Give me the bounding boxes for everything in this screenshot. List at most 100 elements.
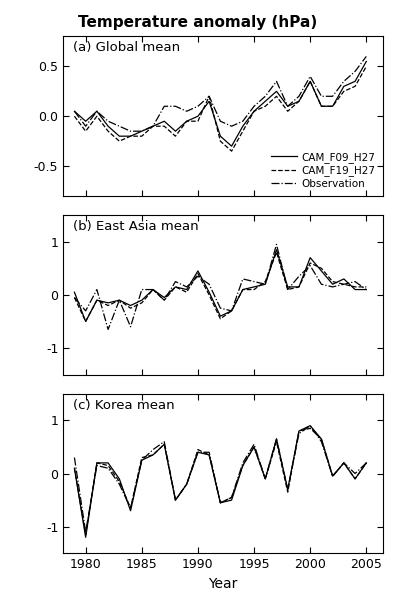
CAM_F09_H27 bbox=[364, 58, 369, 65]
CAM_F09_H27 bbox=[252, 108, 256, 115]
CAM_F09_H27 bbox=[117, 475, 122, 483]
Observation bbox=[263, 281, 268, 288]
Observation bbox=[184, 480, 189, 488]
CAM_F09_H27 bbox=[274, 246, 279, 254]
CAM_F19_H27 bbox=[252, 108, 256, 115]
Observation bbox=[173, 103, 178, 110]
CAM_F09_H27 bbox=[173, 283, 178, 291]
Observation bbox=[330, 92, 335, 100]
CAM_F09_H27 bbox=[353, 78, 357, 85]
CAM_F09_H27 bbox=[106, 299, 111, 306]
CAM_F19_H27 bbox=[128, 505, 133, 512]
Observation bbox=[252, 278, 256, 285]
Observation bbox=[150, 446, 155, 453]
CAM_F19_H27 bbox=[94, 459, 99, 466]
CAM_F09_H27 bbox=[173, 497, 178, 504]
Observation bbox=[83, 307, 88, 314]
CAM_F19_H27 bbox=[162, 123, 167, 130]
Observation bbox=[263, 475, 268, 483]
Observation bbox=[342, 78, 346, 85]
CAM_F19_H27 bbox=[229, 494, 234, 501]
CAM_F09_H27 bbox=[297, 283, 301, 291]
Observation bbox=[196, 103, 200, 110]
CAM_F19_H27 bbox=[207, 451, 211, 458]
CAM_F09_H27 bbox=[83, 318, 88, 325]
Observation bbox=[297, 430, 301, 437]
CAM_F19_H27 bbox=[139, 454, 144, 461]
CAM_F09_H27 bbox=[229, 497, 234, 504]
Observation bbox=[83, 528, 88, 536]
CAM_F09_H27 bbox=[274, 435, 279, 443]
CAM_F19_H27 bbox=[83, 318, 88, 325]
Observation bbox=[353, 67, 357, 75]
CAM_F09_H27 bbox=[353, 475, 357, 483]
CAM_F19_H27 bbox=[150, 451, 155, 458]
CAM_F19_H27 bbox=[342, 281, 346, 288]
Observation bbox=[184, 108, 189, 115]
CAM_F19_H27 bbox=[117, 137, 122, 145]
CAM_F09_H27 bbox=[319, 435, 324, 443]
CAM_F09_H27 bbox=[162, 441, 167, 448]
CAM_F19_H27 bbox=[285, 108, 290, 115]
CAM_F19_H27 bbox=[229, 307, 234, 314]
Observation bbox=[128, 128, 133, 135]
CAM_F19_H27 bbox=[106, 302, 111, 309]
Observation bbox=[72, 294, 77, 301]
CAM_F09_H27 bbox=[218, 313, 223, 320]
CAM_F19_H27 bbox=[173, 497, 178, 504]
Observation bbox=[173, 278, 178, 285]
Observation bbox=[139, 457, 144, 464]
Observation bbox=[207, 449, 211, 456]
Observation bbox=[229, 307, 234, 314]
CAM_F19_H27 bbox=[241, 286, 245, 293]
Observation bbox=[364, 53, 369, 60]
CAM_F09_H27 bbox=[241, 286, 245, 293]
CAM_F19_H27 bbox=[353, 283, 357, 291]
Observation bbox=[319, 438, 324, 445]
Observation bbox=[72, 454, 77, 461]
CAM_F19_H27 bbox=[128, 305, 133, 312]
CAM_F09_H27 bbox=[218, 499, 223, 506]
Observation bbox=[342, 459, 346, 466]
Observation bbox=[94, 462, 99, 469]
CAM_F09_H27 bbox=[162, 117, 167, 125]
Observation bbox=[252, 103, 256, 110]
CAM_F09_H27 bbox=[184, 117, 189, 125]
CAM_F19_H27 bbox=[196, 446, 200, 453]
CAM_F09_H27 bbox=[297, 98, 301, 105]
CAM_F19_H27 bbox=[297, 98, 301, 105]
CAM_F19_H27 bbox=[83, 128, 88, 135]
CAM_F09_H27 bbox=[308, 422, 312, 429]
CAM_F09_H27 bbox=[330, 281, 335, 288]
CAM_F09_H27 bbox=[319, 268, 324, 275]
CAM_F09_H27 bbox=[297, 427, 301, 435]
Observation bbox=[229, 123, 234, 130]
CAM_F09_H27 bbox=[285, 103, 290, 110]
CAM_F19_H27 bbox=[229, 148, 234, 155]
Line: CAM_F19_H27: CAM_F19_H27 bbox=[74, 428, 366, 534]
CAM_F09_H27 bbox=[94, 459, 99, 466]
CAM_F19_H27 bbox=[353, 83, 357, 90]
CAM_F09_H27 bbox=[94, 297, 99, 304]
CAM_F19_H27 bbox=[218, 137, 223, 145]
Observation bbox=[285, 286, 290, 293]
Observation bbox=[297, 92, 301, 100]
CAM_F09_H27 bbox=[342, 83, 346, 90]
CAM_F19_H27 bbox=[94, 297, 99, 304]
CAM_F09_H27 bbox=[308, 78, 312, 85]
Observation bbox=[263, 92, 268, 100]
CAM_F09_H27 bbox=[173, 128, 178, 135]
CAM_F19_H27 bbox=[139, 133, 144, 140]
Observation bbox=[184, 283, 189, 291]
Observation bbox=[162, 297, 167, 304]
CAM_F09_H27 bbox=[285, 486, 290, 493]
CAM_F19_H27 bbox=[342, 459, 346, 466]
CAM_F09_H27 bbox=[207, 98, 211, 105]
CAM_F09_H27 bbox=[342, 459, 346, 466]
CAM_F19_H27 bbox=[162, 297, 167, 304]
CAM_F19_H27 bbox=[319, 103, 324, 110]
CAM_F19_H27 bbox=[196, 117, 200, 125]
Legend: CAM_F09_H27, CAM_F19_H27, Observation: CAM_F09_H27, CAM_F19_H27, Observation bbox=[269, 150, 378, 191]
CAM_F09_H27 bbox=[162, 294, 167, 301]
Line: CAM_F09_H27: CAM_F09_H27 bbox=[74, 250, 366, 322]
